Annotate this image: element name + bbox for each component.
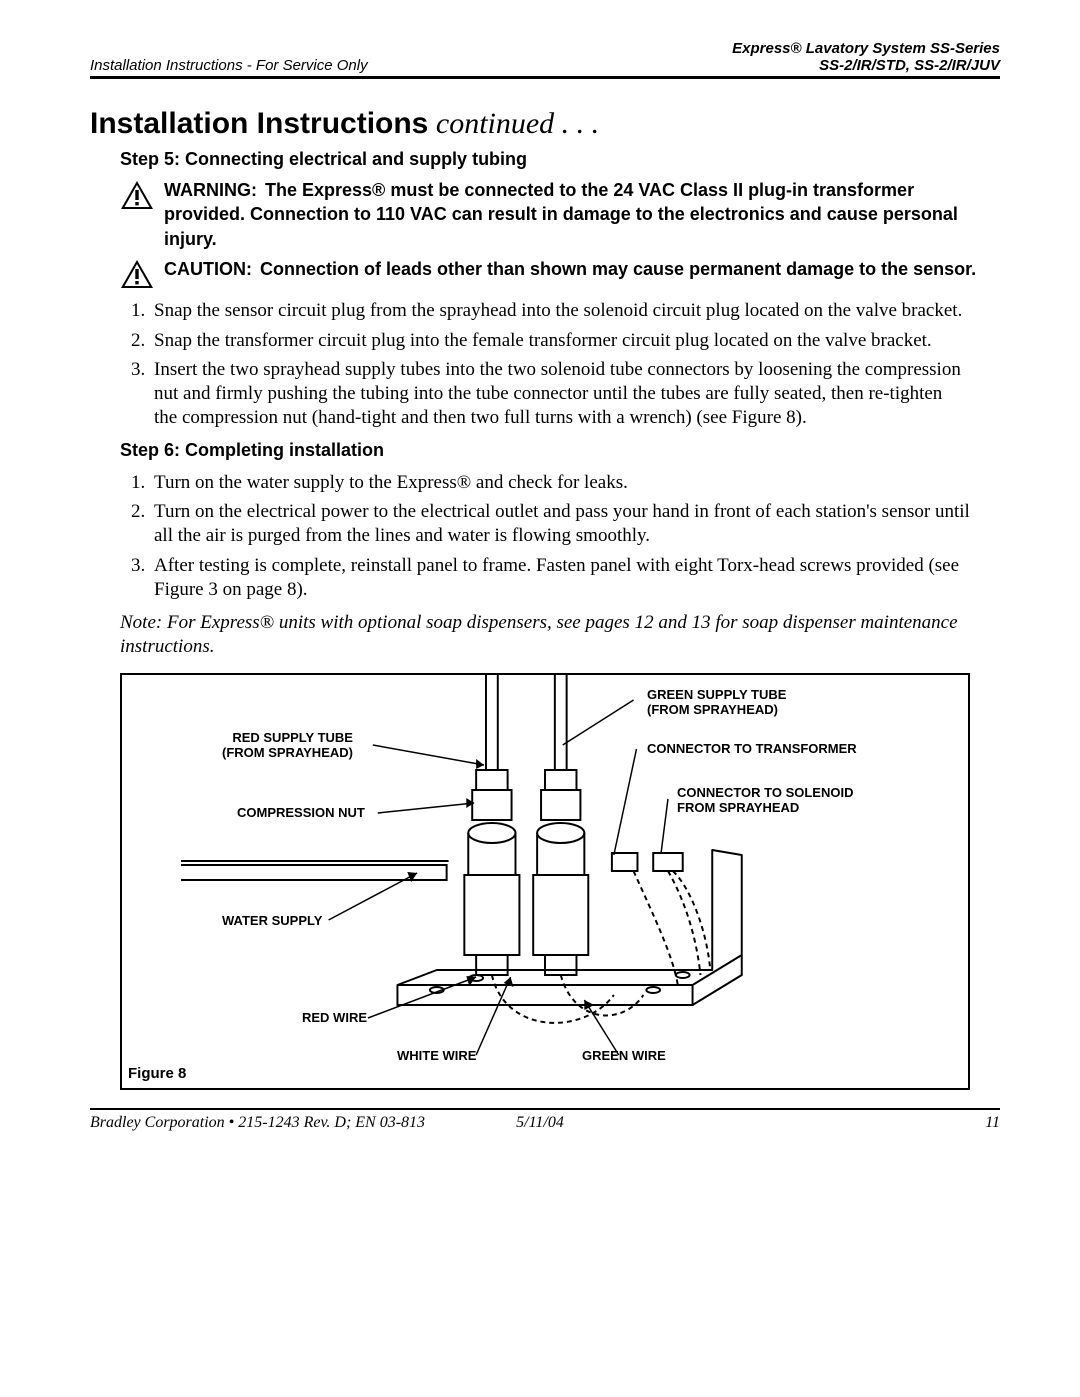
note-text: Note: For Express® units with optional s… (120, 611, 970, 659)
title-main: Installation Instructions (90, 107, 428, 140)
label-compression-nut: COMPRESSION NUT (237, 805, 365, 820)
step5-item: Insert the two sprayhead supply tubes in… (150, 358, 970, 429)
step6-item: After testing is complete, reinstall pan… (150, 554, 970, 602)
label-green-wire: GREEN WIRE (582, 1048, 666, 1063)
caution-label: CAUTION: (164, 259, 252, 279)
warning-body: WARNING:The Express® must be connected t… (164, 178, 1000, 251)
warning-row: WARNING:The Express® must be connected t… (120, 178, 1000, 251)
caution-row: CAUTION: Connection of leads other than s… (120, 257, 1000, 289)
label-white-wire: WHITE WIRE (397, 1048, 476, 1063)
step5-heading: Step 5: Connecting electrical and supply… (120, 149, 1000, 170)
warning-label: WARNING: (164, 180, 257, 200)
step5-item: Snap the transformer circuit plug into t… (150, 329, 970, 353)
header-left: Installation Instructions - For Service … (90, 57, 368, 74)
page-header: Installation Instructions - For Service … (90, 40, 1000, 74)
label-conn-transformer: CONNECTOR TO TRANSFORMER (647, 741, 857, 756)
page-footer: Bradley Corporation • 215-1243 Rev. D; E… (90, 1114, 1000, 1132)
page-title: Installation Instructions continued . . … (90, 107, 1000, 141)
caution-text: Connection of leads other than shown may… (260, 259, 976, 279)
step6-heading: Step 6: Completing installation (120, 440, 1000, 461)
step6-item: Turn on the electrical power to the elec… (150, 500, 970, 548)
step6-list: Turn on the water supply to the Express®… (150, 471, 1000, 602)
footer-date: 5/11/04 (516, 1114, 564, 1132)
figure-8: RED SUPPLY TUBE (FROM SPRAYHEAD) GREEN S… (120, 673, 970, 1090)
footer-page-number: 11 (985, 1114, 1000, 1132)
header-rule (90, 76, 1000, 79)
footer-rule (90, 1108, 1000, 1110)
footer-left: Bradley Corporation • 215-1243 Rev. D; E… (90, 1114, 425, 1132)
header-product: Express® Lavatory System SS-Series (732, 40, 1000, 57)
step5-item: Snap the sensor circuit plug from the sp… (150, 299, 970, 323)
step5-list: Snap the sensor circuit plug from the sp… (150, 299, 1000, 430)
step6-item: Turn on the water supply to the Express®… (150, 471, 970, 495)
warning-icon (120, 180, 154, 210)
label-conn-solenoid: CONNECTOR TO SOLENOID FROM SPRAYHEAD (677, 785, 853, 815)
label-green-supply: GREEN SUPPLY TUBE (FROM SPRAYHEAD) (647, 687, 786, 717)
header-right: Express® Lavatory System SS-Series SS-2/… (732, 40, 1000, 74)
header-model: SS-2/IR/STD, SS-2/IR/JUV (732, 57, 1000, 74)
figure-caption: Figure 8 (128, 1065, 186, 1082)
label-red-wire: RED WIRE (302, 1010, 367, 1025)
label-water-supply: WATER SUPPLY (222, 913, 322, 928)
caution-icon (120, 259, 154, 289)
title-continued: continued . . . (428, 107, 599, 140)
warning-text: The Express® must be connected to the 24… (164, 180, 958, 249)
label-red-supply: RED SUPPLY TUBE (FROM SPRAYHEAD) (222, 730, 353, 760)
caution-body: CAUTION: Connection of leads other than s… (164, 257, 1000, 281)
